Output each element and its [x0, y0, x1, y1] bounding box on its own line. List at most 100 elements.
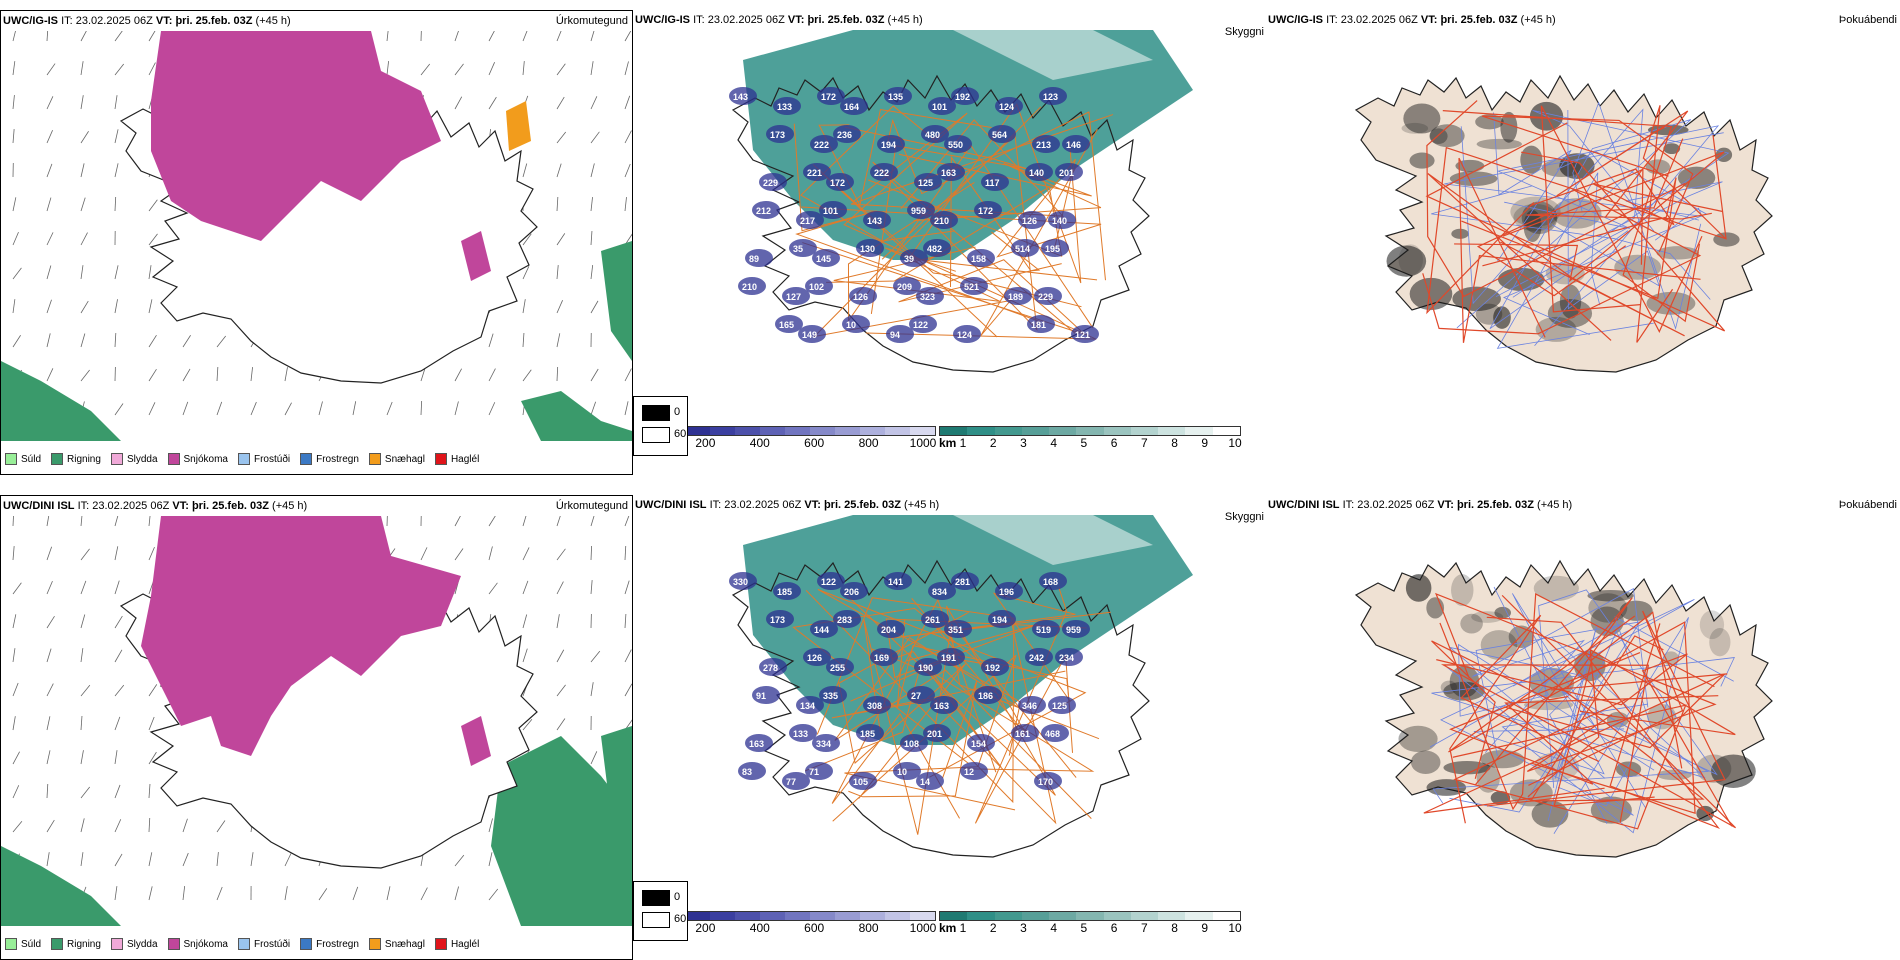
colorbar-tick: 400 — [750, 436, 770, 450]
panel-header: UWC/IG-IS IT: 23.02.2025 06Z VT: þri. 25… — [635, 14, 923, 26]
panel-title: Úrkomutegund — [556, 500, 628, 512]
colorbar-tick: 2 — [990, 436, 997, 450]
wind-barb — [149, 547, 155, 560]
wind-barb — [13, 752, 20, 764]
cloud-base-label: 192 — [955, 92, 970, 102]
cloud-base-label: 261 — [925, 615, 940, 625]
wind-barb — [149, 402, 155, 415]
visibility-bar — [939, 426, 1241, 436]
wind-barb — [557, 718, 565, 730]
colorbar-tick: 2 — [990, 921, 997, 935]
wind-barb — [591, 61, 593, 75]
valid-time: þri. 25.feb. 03Z — [1440, 14, 1517, 26]
wind-barb — [13, 716, 15, 730]
wind-barb — [489, 546, 492, 560]
colorbar-step — [1185, 912, 1212, 920]
colorbar-step — [835, 427, 860, 435]
wind-barb — [13, 61, 15, 75]
legend-swatch — [168, 938, 180, 950]
colorbar-tick: 200 — [695, 921, 715, 935]
wind-barb — [115, 516, 119, 526]
lead-time: (+45 h) — [1537, 499, 1572, 511]
wind-barb — [387, 61, 389, 75]
cloud-base-label: 323 — [920, 292, 935, 302]
cloud-base-label: 101 — [823, 206, 838, 216]
cloud-base-label: 480 — [925, 130, 940, 140]
fog-legend-swatch — [642, 427, 670, 443]
wind-barb — [557, 685, 566, 696]
wind-barb — [591, 546, 592, 560]
wind-barb — [251, 852, 253, 866]
colorbar-step — [910, 427, 935, 435]
fog-shading — [1409, 153, 1434, 169]
cloud-base-label: 39 — [904, 254, 914, 264]
legend-swatch — [300, 453, 312, 465]
wind-barb — [13, 683, 18, 696]
wind-barb — [13, 546, 14, 560]
cloud-base-label: 77 — [786, 777, 796, 787]
fog-panel: UWC/IG-IS IT: 23.02.2025 06Z VT: þri. 25… — [1266, 10, 1899, 475]
wind-barb — [149, 717, 154, 730]
init-time: 23.02.2025 06Z — [1341, 14, 1418, 26]
precip-legend-item: Frostúði — [238, 453, 290, 465]
wind-barb — [115, 299, 118, 313]
cloud-base-label: 519 — [1036, 625, 1051, 635]
cloud-base-label: 959 — [1066, 625, 1081, 635]
legend-swatch — [435, 938, 447, 950]
wind-barb — [115, 265, 118, 279]
wind-barb — [625, 369, 631, 381]
wind-barb — [217, 852, 218, 866]
wind-barb — [115, 129, 118, 143]
colorbar-tick: 6 — [1111, 436, 1118, 450]
fog-shading — [1477, 139, 1522, 150]
fog-shading — [1399, 244, 1423, 275]
wind-barb — [625, 684, 632, 696]
colorbar-tick: 7 — [1141, 921, 1148, 935]
wind-barb — [523, 299, 525, 313]
cloud-base-label: 482 — [927, 244, 942, 254]
it-label: IT: — [710, 499, 722, 511]
cloud-base-label: 194 — [881, 140, 896, 150]
colorbar-step — [910, 912, 935, 920]
model-name: UWC/IG-IS — [635, 14, 690, 26]
cloud-base-label: 196 — [999, 587, 1014, 597]
wind-barb — [421, 547, 427, 560]
init-time: 23.02.2025 06Z — [708, 14, 785, 26]
vt-label: VT: — [1421, 14, 1438, 26]
visibility-unit: km — [939, 436, 956, 450]
wind-barb — [523, 649, 527, 662]
cloud-base-label: 135 — [888, 92, 903, 102]
wind-barb — [149, 335, 156, 347]
wind-barb — [625, 164, 630, 177]
cloud-base-label: 222 — [814, 140, 829, 150]
legend-label: Frostregn — [316, 939, 359, 950]
cloud-base-label: 130 — [860, 244, 875, 254]
visibility-unit: km — [939, 921, 956, 935]
fog-shading — [1443, 761, 1490, 774]
it-label: IT: — [78, 500, 90, 512]
wind-barb — [81, 334, 85, 347]
wind-barb — [489, 62, 495, 75]
wind-barb — [489, 402, 495, 415]
model-name: UWC/DINI ISL — [3, 500, 75, 512]
vt-label: VT: — [1437, 499, 1454, 511]
model-name: UWC/IG-IS — [1268, 14, 1323, 26]
cloud-base-label: 125 — [1052, 701, 1067, 711]
wind-barb — [557, 265, 558, 279]
wind-barb — [81, 818, 84, 832]
legend-swatch — [369, 453, 381, 465]
wind-barb — [489, 818, 493, 832]
precip-legend-item: Slydda — [111, 453, 158, 465]
wind-barb — [625, 61, 629, 75]
colorbar-step — [760, 427, 785, 435]
cloud-base-label: 206 — [844, 587, 859, 597]
wind-barb — [557, 164, 561, 177]
wind-barb — [47, 547, 52, 560]
model-name: UWC/DINI ISL — [635, 499, 707, 511]
wind-barb — [149, 369, 156, 381]
cloud-base-label: 169 — [874, 653, 889, 663]
colorbar-step — [1104, 912, 1131, 920]
cloud-base-label: 172 — [978, 206, 993, 216]
wind-barb — [149, 516, 150, 526]
